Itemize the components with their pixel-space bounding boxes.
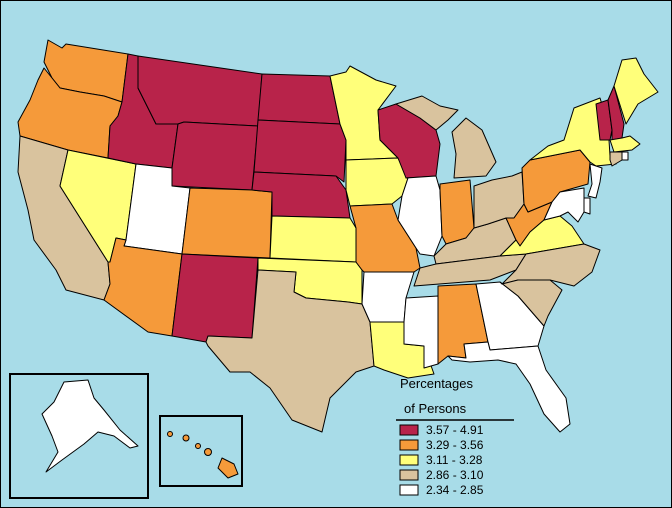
state-nm [171, 253, 259, 343]
legend-swatch-3 [399, 454, 419, 466]
state-ak [41, 379, 139, 473]
legend-title-line2: of Persons [404, 401, 467, 416]
legend-label-4: 2.86 - 3.10 [426, 468, 484, 482]
state-de [583, 197, 591, 215]
legend-label-5: 2.34 - 2.85 [426, 483, 484, 497]
state-sc [499, 279, 563, 327]
hawaii-inset-frame [159, 415, 243, 487]
legend-swatch-2 [399, 439, 419, 451]
legend-title-line1: Percentages [400, 376, 473, 391]
legend-swatch-1 [399, 424, 419, 436]
state-ct [609, 151, 623, 167]
legend: Percentages of Persons 3.57 - 4.91 3.29 … [396, 376, 514, 497]
state-ri [621, 151, 629, 161]
state-wy [171, 121, 259, 191]
state-vt [595, 99, 613, 141]
state-tx [205, 269, 375, 433]
legend-swatch-4 [399, 469, 419, 481]
legend-label-3: 3.11 - 3.28 [426, 453, 483, 467]
legend-label-2: 3.29 - 3.56 [426, 438, 484, 452]
state-mi [395, 95, 497, 179]
state-il [397, 175, 443, 257]
state-nd [257, 73, 341, 125]
alaska-inset-frame [9, 373, 149, 499]
state-me [613, 57, 659, 125]
state-nj [587, 163, 603, 199]
states-layer [17, 39, 659, 433]
legend-label-1: 3.57 - 4.91 [426, 423, 484, 437]
state-nc [501, 243, 601, 287]
state-ia [345, 157, 409, 207]
state-hi [167, 431, 173, 437]
state-co [181, 187, 273, 259]
state-md [543, 187, 585, 223]
state-fl [447, 341, 571, 433]
state-ks [269, 215, 357, 263]
legend-swatch-5 [399, 484, 419, 496]
state-hi-group [167, 431, 239, 479]
